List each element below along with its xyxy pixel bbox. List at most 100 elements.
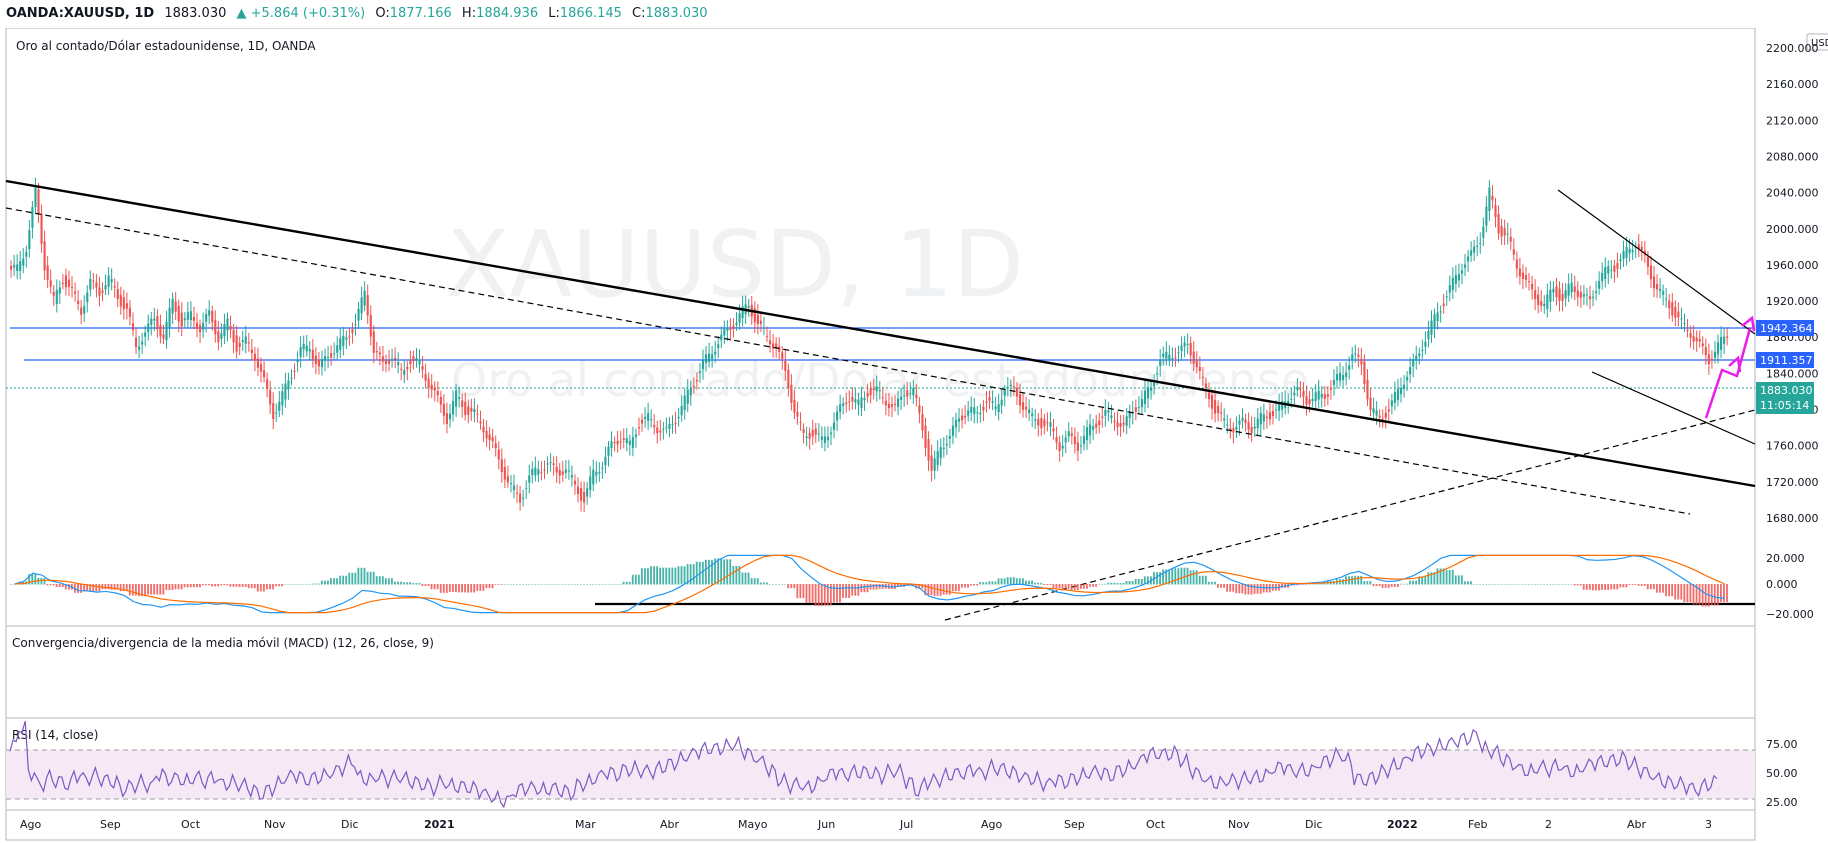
long-trendline[interactable] — [5, 179, 1756, 488]
macd-bar — [372, 571, 375, 585]
macd-bar — [281, 584, 284, 587]
rsi-axis[interactable]: 75.00 50.00 25.00 — [1766, 738, 1798, 809]
macd-bar — [1546, 584, 1549, 585]
macd-bar — [1613, 584, 1616, 590]
macd-pane-title[interactable]: Convergencia/divergencia de la media móv… — [12, 636, 434, 650]
symbol-label[interactable]: OANDA:XAUUSD, 1D — [6, 6, 155, 21]
macd-bar — [1028, 580, 1030, 585]
macd-bar — [1384, 584, 1387, 588]
candle-body — [1445, 296, 1448, 298]
macd-bar — [695, 561, 698, 585]
candle-body — [1500, 226, 1503, 237]
candle-body — [64, 275, 67, 288]
candle-body — [1338, 372, 1342, 381]
macd-bar — [1701, 584, 1704, 607]
candle-body — [933, 458, 936, 471]
candle-body — [1585, 294, 1589, 296]
channel-upper-line[interactable] — [1557, 189, 1756, 335]
candle-body — [1134, 407, 1137, 412]
candle-body — [247, 342, 250, 344]
candle-body — [1527, 281, 1531, 283]
candle-body — [525, 488, 528, 490]
rsi-pane-title[interactable]: RSI (14, close) — [12, 728, 98, 742]
macd-bar — [1165, 569, 1168, 585]
macd-bar — [403, 582, 406, 585]
macd-bar — [1281, 584, 1283, 588]
dashed-trendline-upper[interactable] — [5, 207, 1691, 515]
chart-frame[interactable]: XAUUSD, 1D Oro al contado/Dólar estadoun… — [0, 28, 1828, 843]
candle-body — [1195, 360, 1198, 368]
candle-body — [1366, 379, 1369, 400]
candle-body — [726, 328, 729, 331]
candle-body — [430, 384, 433, 390]
macd-bar — [717, 558, 719, 585]
macd-bar — [1183, 567, 1186, 585]
candle-body — [753, 308, 756, 323]
macd-bar — [241, 584, 244, 587]
macd-bar — [1113, 582, 1116, 585]
macd-bar — [1387, 584, 1390, 588]
candle-body — [1406, 376, 1409, 381]
macd-bar — [1390, 584, 1393, 587]
watermark-symbol: XAUUSD, 1D — [446, 211, 1024, 318]
candle-body — [369, 314, 372, 337]
macd-bar — [985, 582, 988, 585]
candle-body — [604, 456, 607, 466]
price-axis[interactable]: 2200.000 2160.000 2120.000 2080.000 2040.000… — [1766, 42, 1819, 525]
candle-body — [1390, 400, 1393, 407]
candle-body — [1515, 259, 1518, 269]
time-axis[interactable]: Ago Sep Oct Nov Dic 2021 Mar Abr Mayo Jun Jul Ago Se… — [20, 818, 1712, 831]
candle-body — [589, 476, 592, 491]
macd-bar — [28, 574, 31, 585]
macd-bar — [1232, 584, 1235, 592]
projection-arrows[interactable] — [1704, 315, 1756, 419]
macd-bar — [613, 584, 616, 585]
candle-body — [515, 492, 519, 494]
macd-bar — [421, 584, 424, 586]
candle-body — [735, 322, 738, 325]
macd-bar — [948, 584, 951, 595]
candle-body — [1701, 343, 1704, 347]
candle-body — [1713, 351, 1717, 358]
macd-bar — [839, 584, 841, 603]
macd-bar — [549, 584, 552, 585]
candle-body — [1509, 236, 1512, 242]
candle-body — [1192, 351, 1195, 364]
candle-body — [781, 352, 784, 359]
candle-body — [412, 356, 415, 362]
candle-body — [1015, 387, 1019, 397]
channel-lower-line[interactable] — [1591, 371, 1756, 445]
macd-bar — [570, 584, 573, 585]
macd-bar — [930, 584, 933, 596]
macd-bar — [1512, 584, 1515, 585]
macd-bar — [473, 584, 476, 593]
candle-body — [223, 323, 226, 337]
candle-body — [1201, 376, 1204, 378]
macd-bar — [1540, 584, 1542, 585]
macd-bar — [1061, 584, 1064, 589]
candle-body — [1320, 393, 1323, 398]
candle-body — [1595, 291, 1598, 294]
candle-body — [1043, 419, 1046, 427]
macd-bar — [445, 584, 448, 593]
candle-body — [997, 404, 1000, 413]
candle-body — [1119, 423, 1122, 427]
macd-bar — [205, 584, 207, 586]
macd-bar — [31, 574, 34, 585]
macd-bar — [1677, 584, 1680, 600]
macd-bar — [247, 584, 250, 589]
macd-bar — [927, 584, 930, 596]
macd-bar — [964, 584, 966, 588]
candle-body — [1543, 303, 1546, 307]
macd-bar — [1104, 583, 1107, 585]
time-tick-label: 2022 — [1387, 818, 1418, 831]
candle-body — [214, 320, 217, 335]
candle-body — [829, 432, 833, 435]
macd-bar — [391, 578, 393, 585]
currency-badge[interactable] — [1806, 33, 1828, 51]
macd-axis[interactable]: 20.000 0.000 −20.000 — [1766, 552, 1814, 621]
candle-body — [1567, 284, 1570, 296]
main-pane-title[interactable]: Oro al contado/Dólar estadounidense, 1D,… — [16, 39, 316, 53]
candle-body — [1308, 399, 1311, 405]
candle-body — [1427, 330, 1430, 340]
